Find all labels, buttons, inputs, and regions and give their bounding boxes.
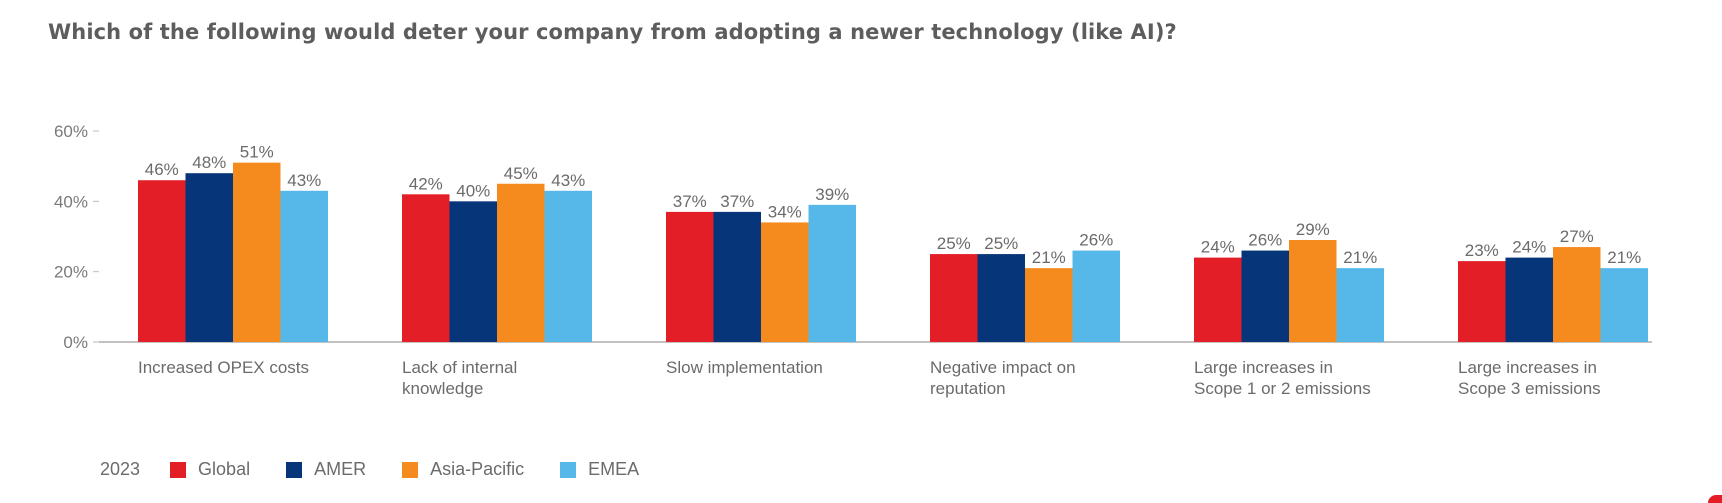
data-label: 21% [1343,248,1377,267]
bar-global [402,194,450,342]
bar-emea [1336,268,1384,342]
data-label: 24% [1201,238,1235,257]
legend-swatch [286,461,303,478]
corner-logo-fragment [1708,495,1722,503]
legend-item-asia-pacific: Asia-Pacific [402,459,524,480]
legend-label: AMER [314,459,367,479]
bar-amer [449,201,497,342]
y-tick-label: 40% [54,192,88,211]
category-label: Increased OPEX costs [138,358,309,377]
legend-item-global: Global [170,459,250,480]
category-label: Slow implementation [666,358,823,377]
category-label: Large increases in [1458,358,1597,377]
bar-global [138,180,186,342]
data-label: 37% [673,192,707,211]
bar-global [666,211,714,342]
bar-amer [1505,257,1553,342]
bar-amer [185,173,233,342]
category-label: reputation [930,379,1006,398]
legend-swatch [402,461,419,478]
legend-swatch [170,461,187,478]
legend-swatch [560,461,577,478]
bar-global [1194,257,1242,342]
data-label: 45% [504,164,538,183]
data-label: 37% [720,192,754,211]
bar-asia-pacific [761,222,809,342]
legend-year: 2023 [100,459,141,479]
data-label: 51% [240,143,274,162]
bar-amer [1241,250,1289,342]
category-label: Large increases in [1194,358,1333,377]
bar-global [1458,261,1506,342]
data-label: 39% [815,185,849,204]
data-label: 43% [287,171,321,190]
bar-asia-pacific [1553,247,1601,342]
legend-label: EMEA [588,459,640,479]
y-tick-label: 20% [54,263,88,282]
y-tick-label: 60% [54,122,88,141]
legend-label: Global [198,459,251,479]
bar-emea [1072,250,1120,342]
bar-emea [1600,268,1648,342]
bar-asia-pacific [233,162,281,342]
category-label: knowledge [402,379,483,398]
bar-emea [544,190,592,342]
data-label: 42% [409,174,443,193]
data-label: 21% [1607,248,1641,267]
bar-asia-pacific [1289,240,1337,342]
bar-amer [977,254,1025,342]
data-label: 25% [984,234,1018,253]
data-label: 25% [937,234,971,253]
chart-legend: 2023 Global AMER Asia-Pacific EMEA [100,459,675,480]
chart-title: Which of the following would deter your … [48,20,1177,44]
bar-global [930,254,978,342]
data-label: 21% [1032,248,1066,267]
bar-emea [808,204,856,342]
legend-item-amer: AMER [286,459,366,480]
data-label: 27% [1560,227,1594,246]
legend-label: Asia-Pacific [430,459,525,479]
data-label: 40% [456,181,490,200]
data-label: 24% [1512,238,1546,257]
data-label: 34% [768,202,802,221]
data-label: 26% [1248,231,1282,250]
data-label: 29% [1296,220,1330,239]
bar-amer [713,211,761,342]
y-tick-label: 0% [63,333,88,352]
bar-asia-pacific [497,183,545,342]
bar-asia-pacific [1025,268,1073,342]
data-label: 26% [1079,231,1113,250]
bar-emea [280,190,328,342]
category-label: Negative impact on [930,358,1076,377]
category-label: Lack of internal [402,358,517,377]
data-label: 23% [1465,241,1499,260]
data-label: 48% [192,153,226,172]
data-label: 43% [551,171,585,190]
legend-item-emea: EMEA [560,459,639,480]
category-label: Scope 3 emissions [1458,379,1601,398]
category-label: Scope 1 or 2 emissions [1194,379,1371,398]
data-label: 46% [145,160,179,179]
